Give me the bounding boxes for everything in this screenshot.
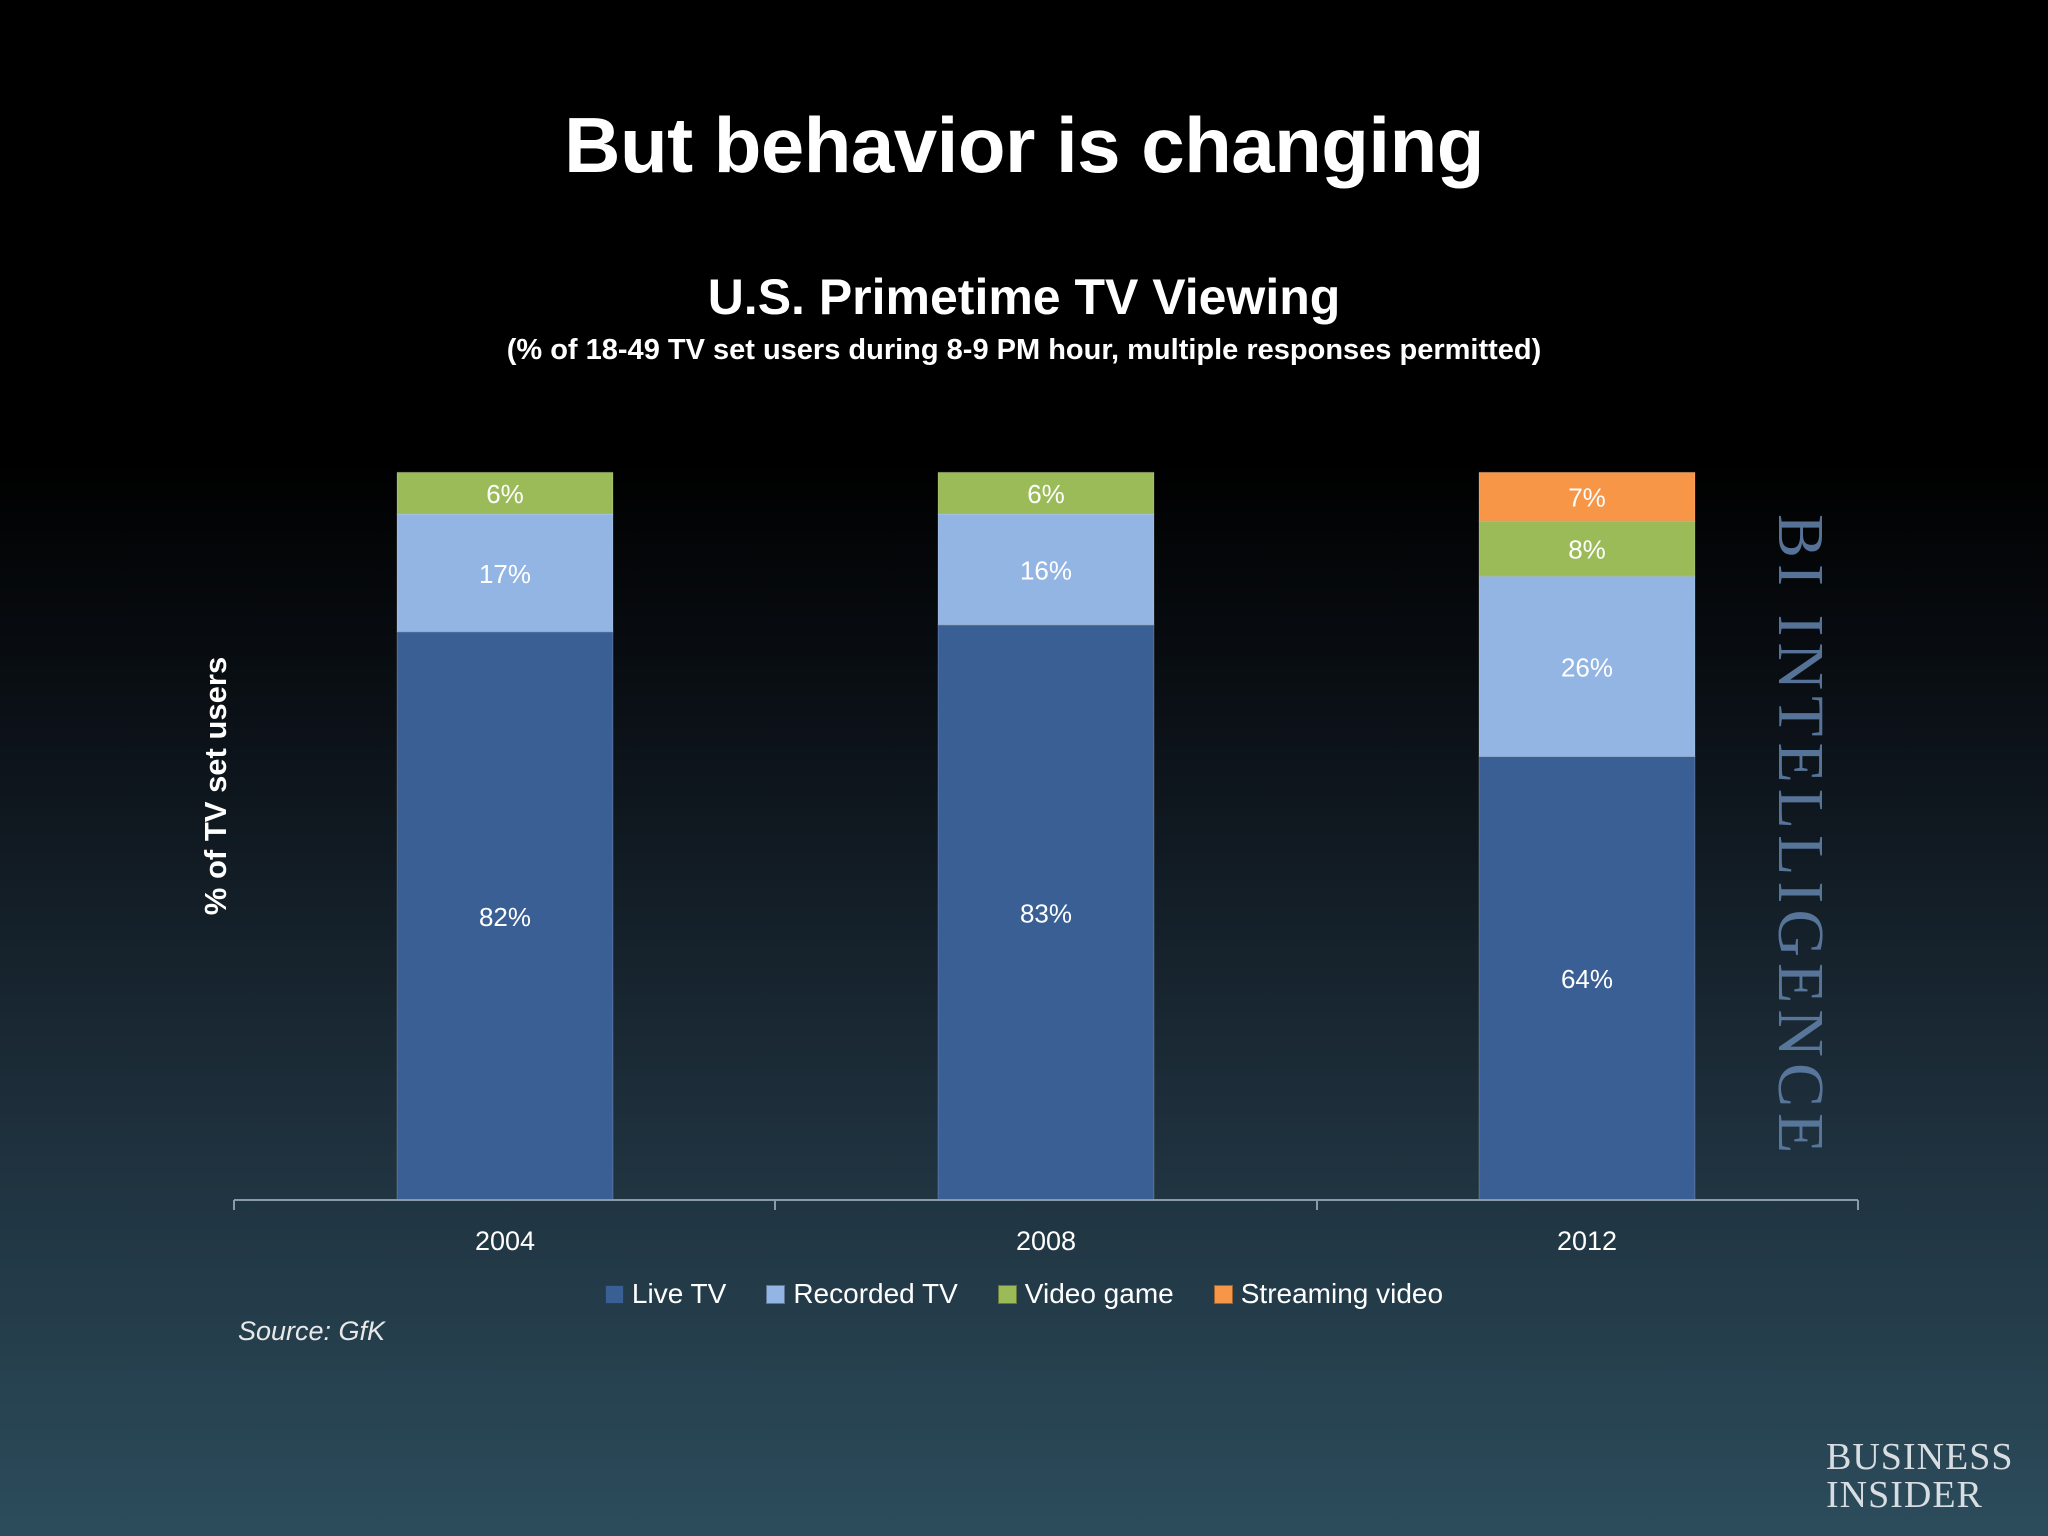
data-label-recorded-tv-2012: 26% xyxy=(1561,652,1613,682)
legend-item-streaming-video: Streaming video xyxy=(1213,1278,1444,1310)
chart-title: U.S. Primetime TV Viewing xyxy=(707,269,1341,325)
business-insider-logo: BUSINESS INSIDER xyxy=(1826,1438,2026,1518)
data-label-video-game-2004: 6% xyxy=(486,479,524,509)
legend-item-recorded-tv: Recorded TV xyxy=(766,1278,958,1310)
x-tick-label-2004: 2004 xyxy=(475,1226,535,1256)
data-label-live-tv-2008: 83% xyxy=(1020,898,1072,928)
legend-item-video-game: Video game xyxy=(997,1278,1174,1310)
legend-swatch-live-tv xyxy=(604,1284,624,1304)
bar-live-tv-2004 xyxy=(396,631,614,1201)
data-label-video-game-2008: 6% xyxy=(1027,479,1065,509)
bar-video-game-2012 xyxy=(1478,520,1696,577)
bar-video-game-2004 xyxy=(396,471,614,515)
legend-label-video-game: Video game xyxy=(1024,1278,1174,1309)
bar-recorded-tv-2008 xyxy=(937,513,1155,626)
data-label-video-game-2012: 8% xyxy=(1568,535,1606,565)
legend-item-live-tv: Live TV xyxy=(604,1278,727,1310)
bi-intelligence-watermark: BI INTELLIGENCE xyxy=(1764,514,1837,1160)
legend-swatch-recorded-tv xyxy=(766,1284,786,1304)
data-label-recorded-tv-2008: 16% xyxy=(1020,555,1072,585)
bar-video-game-2008 xyxy=(937,471,1155,515)
x-tick-label-2008: 2008 xyxy=(1016,1226,1076,1256)
legend-swatch-video-game xyxy=(997,1284,1017,1304)
bars-layer: 82% 17% 6% 83% 16% 6% 64% 26% 8% 7% xyxy=(396,471,1696,1201)
data-label-streaming-video-2012: 7% xyxy=(1568,483,1606,513)
data-label-live-tv-2012: 64% xyxy=(1561,964,1613,994)
bar-recorded-tv-2012 xyxy=(1478,575,1696,757)
legend-label-recorded-tv: Recorded TV xyxy=(793,1278,958,1309)
logo-line-1: BUSINESS xyxy=(1826,1436,2014,1478)
y-axis-label: % of TV set users xyxy=(198,657,233,915)
bar-streaming-video-2012 xyxy=(1478,471,1696,522)
data-label-live-tv-2004: 82% xyxy=(479,902,531,932)
bar-live-tv-2008 xyxy=(937,624,1155,1201)
bar-live-tv-2012 xyxy=(1478,755,1696,1201)
legend-swatch-streaming-video xyxy=(1213,1284,1233,1304)
x-axis: 2004 2008 2012 xyxy=(233,1199,1859,1256)
bar-recorded-tv-2004 xyxy=(396,513,614,633)
logo-line-2: INSIDER xyxy=(1826,1474,1983,1516)
data-label-recorded-tv-2004: 17% xyxy=(479,559,531,589)
chart-legend: Live TV Recorded TV Video game Streaming vi… xyxy=(0,1278,2048,1310)
source-note: Source: GfK xyxy=(238,1316,386,1346)
legend-label-streaming-video: Streaming video xyxy=(1240,1278,1444,1309)
slide-title: But behavior is changing xyxy=(564,101,1484,189)
x-tick-label-2012: 2012 xyxy=(1557,1226,1617,1256)
chart-subtitle: (% of 18-49 TV set users during 8-9 PM h… xyxy=(506,334,1542,366)
legend-label-live-tv: Live TV xyxy=(631,1278,727,1309)
